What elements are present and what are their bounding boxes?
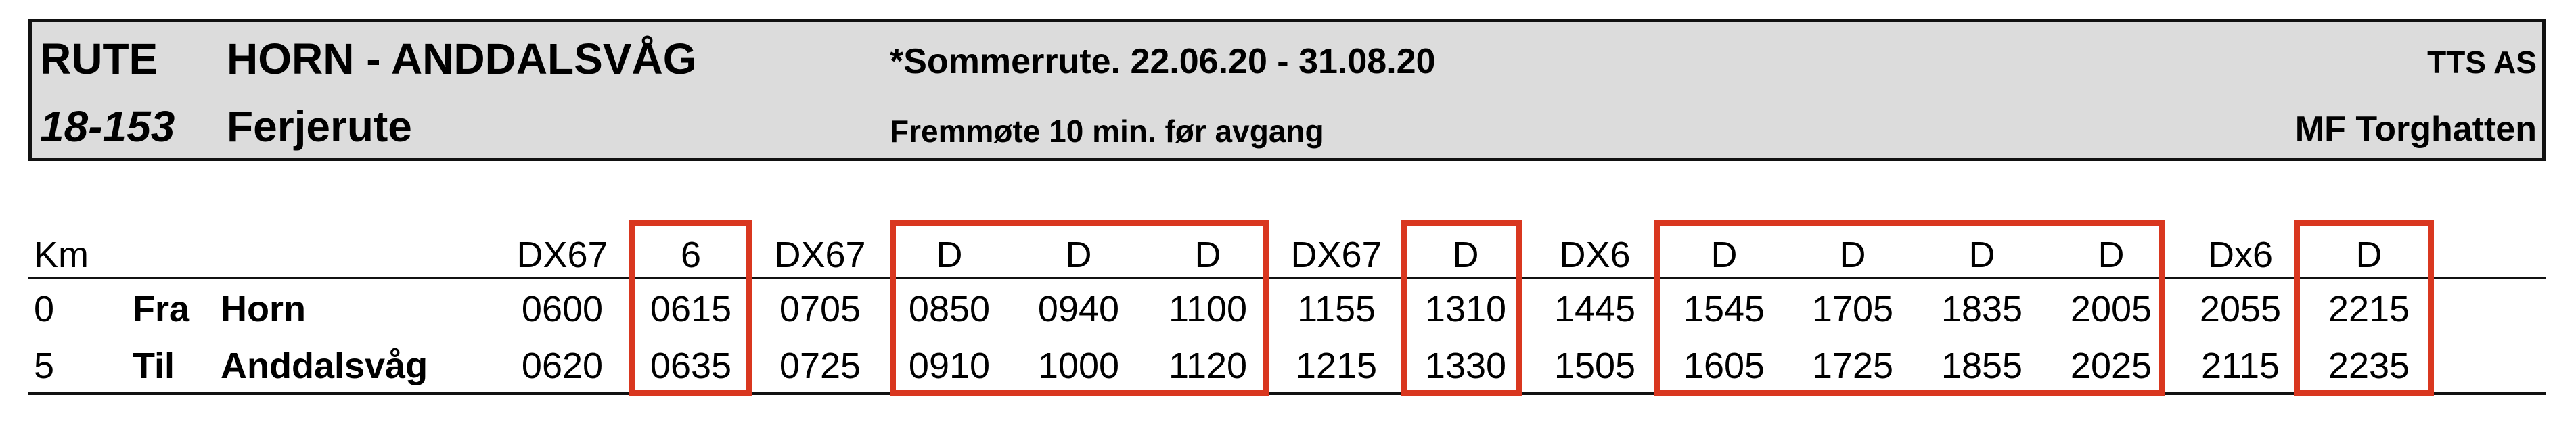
arrival-time: 1120: [1168, 346, 1248, 386]
departure-time: 0615: [650, 289, 732, 329]
highlight-box: [629, 220, 752, 396]
departure-time: 1835: [1941, 289, 2023, 329]
km-header: Km: [34, 235, 89, 275]
departure-time: 1545: [1683, 289, 1765, 329]
highlight-box: [1654, 220, 2165, 396]
arrival-time: 1000: [1037, 346, 1120, 386]
day-code: DX67: [1290, 235, 1382, 275]
route-type: Ferjerute: [227, 102, 412, 151]
day-code: DX6: [1559, 235, 1631, 275]
day-code: D: [2098, 235, 2125, 275]
arrival-time: 1505: [1554, 346, 1636, 386]
season-text: *Sommerrute. 22.06.20 - 31.08.20: [890, 42, 1436, 81]
day-code: D: [1065, 235, 1092, 275]
day-code: D: [936, 235, 963, 275]
row-stop: Anddalsvåg: [221, 346, 428, 386]
day-code: D: [1194, 235, 1221, 275]
arrival-time: 1215: [1295, 346, 1378, 386]
arrival-time: 0620: [521, 346, 604, 386]
departure-time: 0850: [908, 289, 991, 329]
day-code: D: [1452, 235, 1479, 275]
vessel-name: MF Torghatten: [2295, 110, 2537, 149]
departure-time: 1445: [1554, 289, 1636, 329]
highlight-box: [2294, 220, 2434, 396]
arrival-time: 2235: [2328, 346, 2410, 386]
header-rule: [28, 277, 2546, 279]
departure-time: 1705: [1811, 289, 1894, 329]
company-name: TTS AS: [2427, 45, 2537, 80]
arrival-time: 1855: [1941, 346, 2023, 386]
highlight-box: [890, 220, 1269, 396]
route-label: RUTE: [40, 34, 158, 83]
route-header: RUTE HORN - ANDDALSVÅG *Sommerrute. 22.0…: [28, 19, 2546, 161]
day-code: D: [1711, 235, 1738, 275]
row-km: 5: [34, 346, 55, 386]
route-name: HORN - ANDDALSVÅG: [227, 34, 697, 83]
row-stop: Horn: [221, 289, 306, 329]
arrival-time: 1605: [1683, 346, 1765, 386]
arrival-time: 0910: [908, 346, 991, 386]
highlight-box: [1401, 220, 1522, 396]
arrival-time: 2025: [2070, 346, 2152, 386]
arrival-time: 0725: [779, 346, 861, 386]
departure-time: 0600: [521, 289, 604, 329]
day-code: DX67: [774, 235, 866, 275]
arrival-time: 2115: [2200, 346, 2280, 386]
day-code: D: [1839, 235, 1866, 275]
day-code: D: [2355, 235, 2382, 275]
notice-text: Fremmøte 10 min. før avgang: [890, 114, 1324, 149]
departure-time: 2215: [2328, 289, 2410, 329]
row-direction: Til: [133, 346, 175, 386]
day-code: D: [1968, 235, 1995, 275]
day-code: Dx6: [2207, 235, 2274, 275]
arrival-time: 0635: [650, 346, 732, 386]
departure-time: 1310: [1424, 289, 1507, 329]
departure-time: 2005: [2070, 289, 2152, 329]
day-code: 6: [680, 235, 702, 275]
bottom-rule: [28, 392, 2546, 395]
route-number: 18-153: [40, 102, 175, 151]
departure-time: 0940: [1037, 289, 1120, 329]
arrival-time: 1330: [1424, 346, 1507, 386]
departure-time: 1100: [1168, 289, 1248, 329]
day-code: DX67: [516, 235, 608, 275]
departure-time: 2055: [2199, 289, 2282, 329]
departure-time: 0705: [779, 289, 861, 329]
row-direction: Fra: [133, 289, 190, 329]
arrival-time: 1725: [1811, 346, 1894, 386]
row-km: 0: [34, 289, 55, 329]
departure-time: 1155: [1296, 289, 1376, 329]
